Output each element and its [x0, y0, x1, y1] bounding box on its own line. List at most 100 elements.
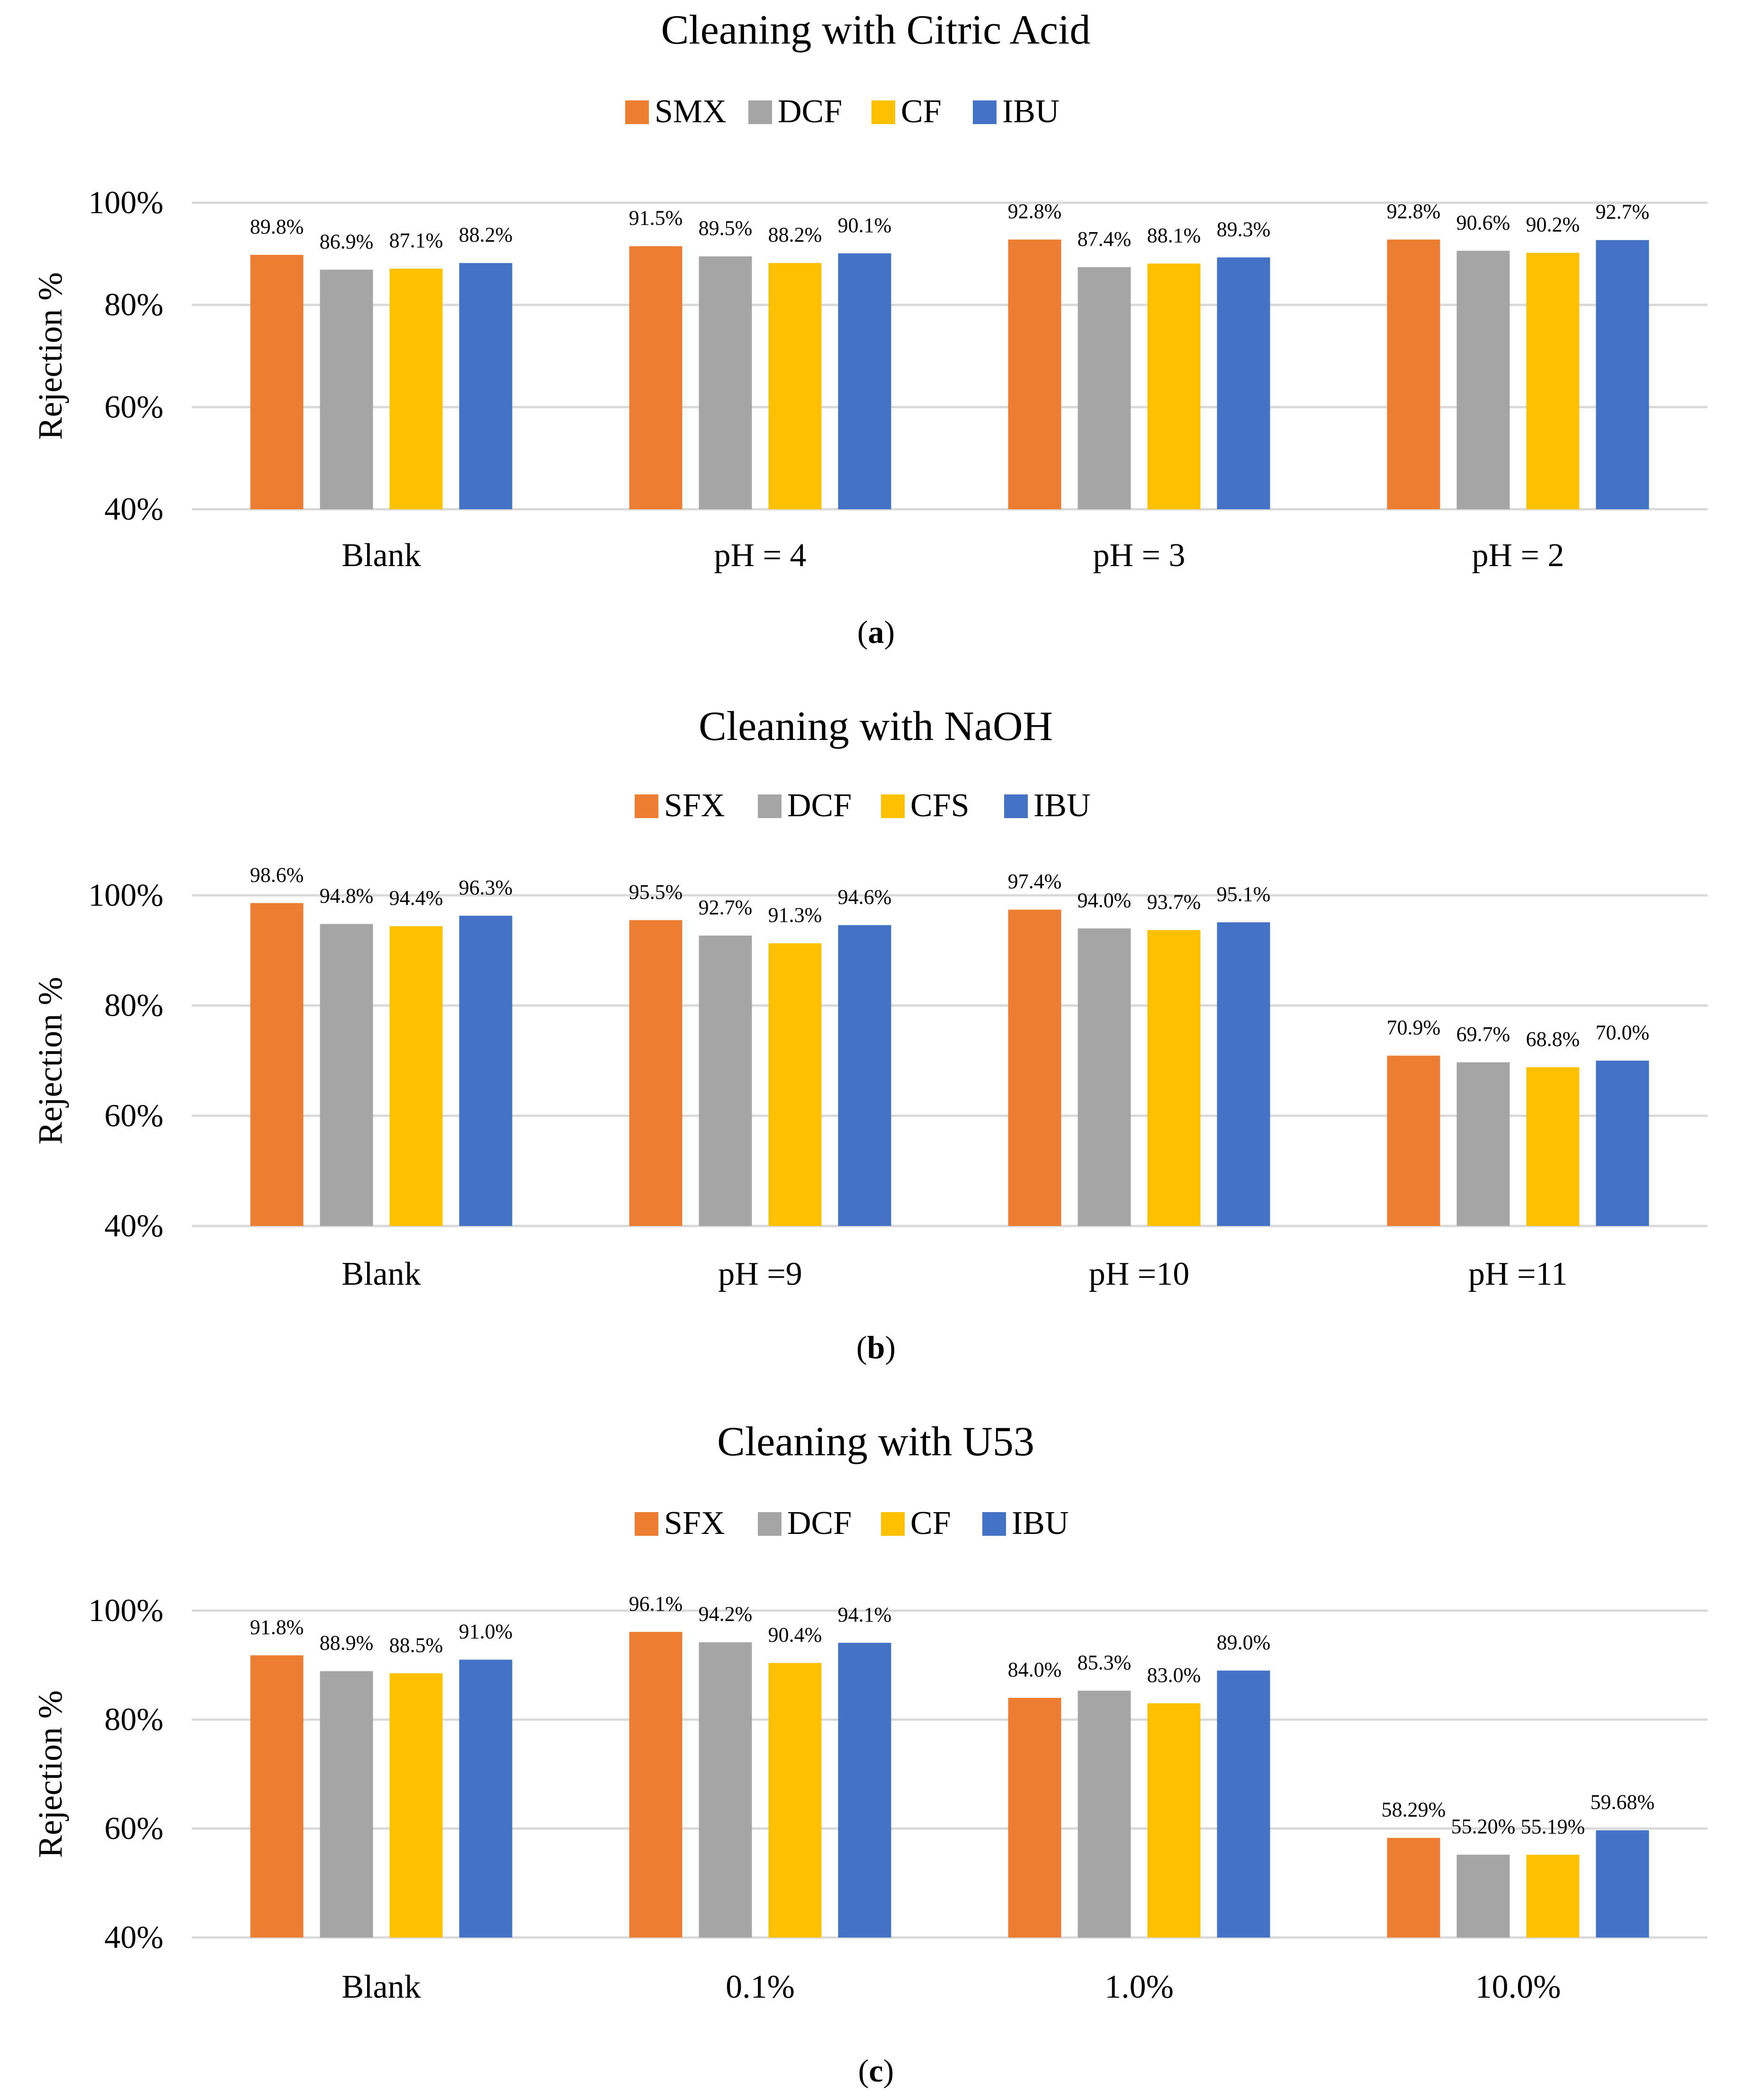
caption-a: (a) — [857, 614, 895, 650]
data-label: 87.4% — [1078, 227, 1132, 251]
y-axis-label: Rejection % — [31, 1690, 69, 1858]
y-tick-label: 100% — [88, 184, 163, 220]
x-tick-label: Blank — [341, 537, 421, 574]
bar-dcf — [1456, 1855, 1510, 1938]
data-label: 70.9% — [1387, 1016, 1441, 1039]
data-label: 88.2% — [768, 223, 822, 246]
data-label: 96.3% — [459, 876, 513, 899]
legend-swatch — [872, 100, 895, 124]
bar-dcf — [320, 270, 373, 509]
legend-entry-dcf: DCF — [748, 93, 842, 130]
legend-label: DCF — [787, 787, 852, 824]
legend-swatch — [982, 1512, 1006, 1536]
data-label: 59.68% — [1590, 1791, 1655, 1814]
caption-letter: a — [868, 614, 884, 650]
y-tick-label: 60% — [104, 1810, 163, 1846]
bar-cfs — [1147, 930, 1201, 1226]
data-label: 89.0% — [1217, 1631, 1271, 1654]
legend-entry-ibu: IBU — [1004, 787, 1091, 824]
bar-dcf — [699, 1642, 752, 1938]
data-label: 94.1% — [838, 1603, 892, 1626]
data-label: 94.6% — [838, 885, 892, 909]
bar-cf — [768, 1663, 822, 1938]
legend-label: DCF — [787, 1505, 852, 1541]
x-tick-label: Blank — [341, 1969, 421, 2005]
x-tick-label: pH =10 — [1089, 1256, 1190, 1292]
bar-dcf — [1078, 928, 1131, 1226]
data-label: 94.2% — [699, 1603, 753, 1626]
bar-ibu — [1217, 1670, 1270, 1938]
x-tick-label: pH =11 — [1468, 1256, 1568, 1292]
data-label: 87.1% — [389, 229, 443, 252]
bar-cf — [389, 269, 443, 509]
caption-letter: b — [867, 1329, 885, 1365]
x-tick-label: pH = 2 — [1472, 537, 1564, 574]
legend-label: IBU — [1002, 93, 1060, 130]
legend-swatch — [635, 1512, 658, 1536]
chart-c: Cleaning with U53 SFX DCF CF IBU 40% 60% 80% 100… — [31, 1419, 1707, 2005]
chart-title: Cleaning with U53 — [717, 1419, 1034, 1465]
bar-sfx — [629, 1631, 683, 1938]
data-label: 90.4% — [768, 1623, 822, 1646]
bar-sfx — [1008, 1698, 1061, 1938]
bar-sfx — [1008, 910, 1061, 1226]
x-tick-label: pH = 3 — [1093, 537, 1185, 574]
chart-panel-c: Cleaning with U53 SFX DCF CF IBU 40% 60% 80% 100… — [0, 1412, 1752, 2099]
data-label: 83.0% — [1147, 1664, 1201, 1687]
legend-swatch — [625, 100, 649, 124]
x-tick-label: pH = 4 — [714, 537, 806, 574]
legend-swatch — [881, 1512, 905, 1536]
data-label: 90.1% — [838, 214, 892, 237]
bar-cf — [1526, 252, 1580, 509]
bar-sfx — [250, 903, 304, 1226]
data-label: 92.7% — [1596, 200, 1650, 224]
data-label: 68.8% — [1526, 1027, 1580, 1051]
chart-b: Cleaning with NaOH SFX DCF CFS IBU 40% 60% 80% 1… — [31, 703, 1707, 1292]
caption-c: (c) — [858, 2053, 894, 2089]
chart-title: Cleaning with Citric Acid — [661, 7, 1091, 53]
bar-ibu — [459, 916, 512, 1226]
data-label: 89.5% — [699, 216, 753, 240]
bar-ibu — [838, 1642, 891, 1938]
legend-label: SFX — [664, 787, 725, 824]
legend-entry-cfs: CFS — [881, 787, 970, 824]
data-label: 90.2% — [1526, 213, 1580, 236]
data-label: 91.5% — [629, 207, 683, 230]
data-label: 94.8% — [320, 884, 374, 907]
legend-label: CFS — [910, 787, 970, 824]
data-label: 98.6% — [250, 863, 304, 886]
y-tick-label: 80% — [104, 287, 163, 323]
data-label: 91.3% — [768, 903, 822, 927]
legend-swatch — [758, 794, 782, 818]
chart-title: Cleaning with NaOH — [699, 703, 1053, 749]
y-tick-label: 40% — [104, 1919, 163, 1955]
data-label: 88.5% — [389, 1633, 443, 1657]
data-label: 88.2% — [459, 223, 513, 246]
legend-entry-ibu: IBU — [982, 1505, 1069, 1541]
chart-panel-a: Cleaning with Citric Acid SMX DCF CF IBU 40% 6… — [0, 0, 1752, 687]
data-label: 91.0% — [459, 1620, 513, 1643]
bar-dcf — [1078, 1691, 1131, 1938]
bar-ibu — [1596, 1061, 1649, 1226]
legend-entry-ibu: IBU — [973, 93, 1060, 130]
data-label: 95.5% — [629, 880, 683, 903]
data-label: 86.9% — [320, 230, 374, 253]
bar-ibu — [1596, 240, 1649, 509]
data-label: 93.7% — [1147, 890, 1201, 913]
legend-label: CF — [910, 1505, 951, 1541]
data-label: 88.1% — [1147, 224, 1201, 247]
bar-cf — [768, 263, 822, 509]
bar-dcf — [320, 924, 373, 1226]
bar-sfx — [629, 920, 683, 1226]
legend-swatch — [973, 100, 997, 124]
chart-a: Cleaning with Citric Acid SMX DCF CF IBU 40% 6… — [31, 7, 1707, 574]
bar-smx — [1387, 239, 1440, 509]
legend-label: SFX — [664, 1505, 725, 1541]
bar-dcf — [1456, 251, 1510, 509]
data-label: 94.4% — [389, 886, 443, 910]
legend-entry-dcf: DCF — [758, 787, 852, 824]
y-tick-label: 80% — [104, 1701, 163, 1737]
legend-entry-smx: SMX — [625, 93, 727, 130]
y-tick-label: 60% — [104, 1097, 163, 1133]
bar-ibu — [459, 263, 512, 509]
